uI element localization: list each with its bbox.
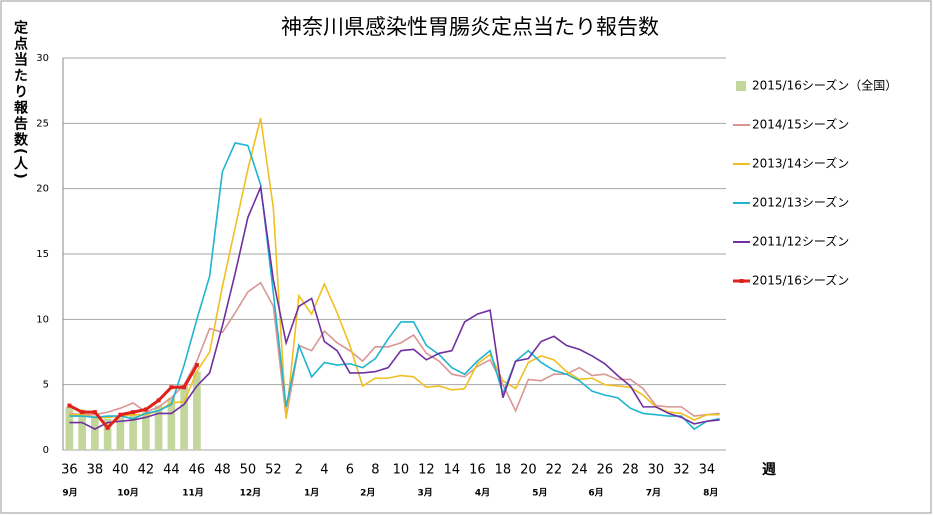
- bar: [103, 418, 112, 450]
- marker: [105, 425, 110, 430]
- month-label: 9月: [62, 488, 77, 499]
- bar: [154, 405, 163, 450]
- legend-label: 2011/12シーズン: [752, 234, 849, 249]
- x-tick-label: 18: [495, 463, 512, 478]
- month-label: 4月: [475, 488, 490, 499]
- x-tick-label: 8: [371, 463, 379, 478]
- month-label: 8月: [703, 488, 718, 499]
- legend-label: 2013/14シーズン: [752, 156, 849, 171]
- month-label: 7月: [646, 488, 661, 499]
- x-tick-label: 20: [520, 463, 537, 478]
- legend-label: 2015/16シーズン: [752, 273, 849, 288]
- bar: [180, 384, 188, 450]
- marker: [143, 407, 148, 412]
- marker: [194, 363, 199, 368]
- bar: [65, 406, 74, 450]
- marker: [92, 410, 97, 415]
- month-label: 10月: [117, 488, 139, 499]
- marker: [80, 410, 85, 415]
- x-tick-label: 10: [393, 463, 410, 478]
- legend-label: 2015/16シーズン（全国）: [752, 78, 897, 93]
- marker: [169, 385, 174, 390]
- bar: [167, 397, 176, 450]
- month-label: 12月: [240, 488, 262, 499]
- x-tick-label: 6: [346, 463, 354, 478]
- month-label: 11月: [182, 488, 204, 499]
- bar: [193, 371, 201, 450]
- y-axis-title: 定点当たり報告数(人): [12, 19, 28, 180]
- line-series: [69, 117, 720, 421]
- y-tick-label: 30: [36, 53, 49, 64]
- x-tick-label: 22: [546, 463, 563, 478]
- month-label: 3月: [417, 488, 432, 499]
- month-label: 1月: [304, 488, 319, 499]
- month-label: 2月: [360, 488, 375, 499]
- legend-marker: [739, 279, 744, 283]
- line-series: [69, 142, 720, 431]
- y-tick-label: 25: [36, 118, 49, 129]
- x-tick-label: 48: [214, 463, 231, 478]
- month-label: 5月: [532, 488, 547, 499]
- x-tick-label: 4: [320, 463, 328, 478]
- x-tick-label: 28: [622, 463, 639, 478]
- marker: [118, 412, 123, 417]
- marker: [67, 403, 72, 408]
- y-tick-label: 10: [36, 314, 49, 325]
- line-series: [69, 281, 720, 418]
- y-tick-label: 20: [36, 184, 49, 195]
- bar: [129, 414, 137, 450]
- y-tick-label: 5: [43, 380, 49, 391]
- x-tick-label: 12: [418, 463, 435, 478]
- x-tick-label: 32: [673, 463, 690, 478]
- legend-swatch: [736, 81, 746, 91]
- month-label: 6月: [588, 488, 603, 499]
- x-tick-label: 38: [87, 463, 104, 478]
- line-series: [69, 184, 720, 430]
- bar: [116, 417, 125, 450]
- x-tick-label: 44: [163, 463, 180, 478]
- bar: [78, 409, 86, 450]
- legend-label: 2012/13シーズン: [752, 195, 849, 210]
- x-tick-label: 2: [295, 463, 303, 478]
- x-tick-label: 14: [444, 463, 461, 478]
- x-tick-label: 24: [571, 463, 588, 478]
- bar: [142, 412, 150, 450]
- x-tick-label: 34: [699, 463, 716, 478]
- y-tick-label: 15: [36, 249, 49, 260]
- bar: [91, 416, 99, 450]
- x-tick-label: 50: [240, 463, 257, 478]
- y-tick-label: 0: [43, 445, 49, 456]
- x-tick-label: 16: [469, 463, 486, 478]
- x-tick-label: 46: [189, 463, 206, 478]
- marker: [182, 385, 187, 390]
- x-tick-label: 42: [138, 463, 155, 478]
- x-axis-title: 週: [762, 462, 776, 478]
- legend-label: 2014/15シーズン: [752, 117, 849, 132]
- x-tick-label: 26: [597, 463, 614, 478]
- x-tick-label: 30: [648, 463, 665, 478]
- marker: [156, 398, 161, 403]
- chart-title: 神奈川県感染性胃腸炎定点当たり報告数: [281, 15, 659, 39]
- x-tick-label: 36: [61, 463, 78, 478]
- marker: [131, 410, 136, 415]
- x-tick-label: 52: [265, 463, 282, 478]
- x-tick-label: 40: [112, 463, 129, 478]
